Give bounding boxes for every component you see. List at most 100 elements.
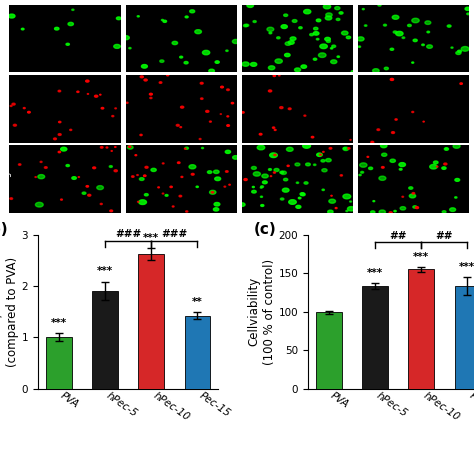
- Circle shape: [392, 132, 394, 134]
- Circle shape: [328, 210, 333, 213]
- Circle shape: [331, 195, 332, 196]
- Circle shape: [202, 50, 210, 55]
- Circle shape: [277, 37, 280, 39]
- Text: ***: ***: [367, 268, 383, 278]
- Circle shape: [350, 139, 351, 140]
- Circle shape: [55, 27, 59, 30]
- Circle shape: [232, 39, 239, 44]
- Circle shape: [330, 47, 333, 49]
- Circle shape: [273, 75, 275, 76]
- Circle shape: [369, 167, 373, 170]
- Text: (b): (b): [0, 222, 9, 237]
- Circle shape: [150, 97, 152, 99]
- Circle shape: [413, 206, 417, 208]
- Circle shape: [244, 24, 247, 27]
- Circle shape: [425, 21, 431, 25]
- Circle shape: [227, 116, 228, 117]
- Circle shape: [409, 194, 416, 198]
- Circle shape: [359, 174, 361, 176]
- Y-axis label: Calcein-AM: Calcein-AM: [2, 15, 11, 62]
- Circle shape: [215, 61, 219, 64]
- Circle shape: [242, 111, 244, 113]
- Circle shape: [273, 172, 275, 173]
- Y-axis label: Merge: Merge: [2, 166, 11, 192]
- Circle shape: [379, 176, 386, 181]
- Circle shape: [358, 46, 361, 47]
- Circle shape: [141, 64, 147, 68]
- Title: hPec-5: hPec-5: [169, 0, 194, 4]
- Circle shape: [460, 83, 462, 84]
- Circle shape: [381, 144, 387, 148]
- Circle shape: [288, 41, 294, 44]
- Circle shape: [343, 194, 351, 199]
- Circle shape: [87, 93, 89, 94]
- Circle shape: [427, 45, 432, 48]
- Text: (c): (c): [254, 222, 276, 237]
- Circle shape: [226, 50, 228, 52]
- Circle shape: [139, 200, 146, 204]
- Circle shape: [162, 19, 164, 21]
- Circle shape: [145, 166, 148, 168]
- Circle shape: [281, 171, 286, 174]
- Circle shape: [327, 40, 330, 43]
- Circle shape: [286, 147, 293, 151]
- Text: ###: ###: [115, 229, 141, 239]
- Circle shape: [13, 124, 17, 126]
- Circle shape: [70, 129, 72, 130]
- Circle shape: [112, 116, 114, 117]
- Circle shape: [167, 74, 169, 76]
- Circle shape: [263, 181, 267, 184]
- Circle shape: [280, 107, 283, 109]
- Circle shape: [68, 22, 73, 26]
- Circle shape: [145, 193, 148, 196]
- Circle shape: [367, 156, 369, 157]
- Circle shape: [455, 179, 460, 182]
- Circle shape: [399, 168, 402, 170]
- Circle shape: [213, 170, 219, 173]
- Circle shape: [373, 69, 379, 73]
- Circle shape: [247, 3, 254, 8]
- Circle shape: [303, 144, 310, 148]
- Circle shape: [325, 16, 332, 20]
- Circle shape: [114, 45, 120, 48]
- Circle shape: [224, 186, 226, 187]
- Circle shape: [208, 171, 212, 173]
- Bar: [46, 337, 72, 389]
- Circle shape: [337, 56, 339, 57]
- Circle shape: [373, 201, 375, 202]
- Circle shape: [390, 78, 393, 81]
- Circle shape: [206, 110, 209, 112]
- Circle shape: [342, 31, 348, 35]
- Circle shape: [343, 147, 348, 151]
- Circle shape: [300, 193, 304, 195]
- Circle shape: [201, 147, 203, 149]
- Circle shape: [275, 59, 283, 64]
- Circle shape: [288, 108, 291, 109]
- Circle shape: [257, 145, 265, 150]
- Bar: [138, 254, 164, 389]
- Circle shape: [343, 147, 346, 149]
- Circle shape: [115, 146, 116, 147]
- Y-axis label: Cellviability
(100 % of control): Cellviability (100 % of control): [247, 258, 276, 365]
- Circle shape: [36, 202, 43, 207]
- Circle shape: [253, 20, 256, 23]
- Circle shape: [316, 19, 321, 22]
- Title: Pec-15: Pec-15: [401, 0, 426, 4]
- Circle shape: [437, 166, 438, 167]
- Circle shape: [200, 82, 203, 84]
- Circle shape: [442, 167, 446, 169]
- Circle shape: [268, 66, 275, 70]
- Circle shape: [408, 24, 411, 27]
- Circle shape: [10, 105, 12, 107]
- Circle shape: [242, 62, 249, 66]
- Circle shape: [447, 25, 451, 27]
- Circle shape: [383, 24, 386, 26]
- Circle shape: [162, 163, 164, 164]
- Circle shape: [252, 191, 256, 193]
- Circle shape: [382, 153, 387, 156]
- Circle shape: [455, 197, 457, 198]
- Circle shape: [347, 207, 355, 211]
- Circle shape: [195, 30, 201, 34]
- Title: hPec-10: hPec-10: [282, 0, 312, 4]
- Circle shape: [430, 164, 437, 169]
